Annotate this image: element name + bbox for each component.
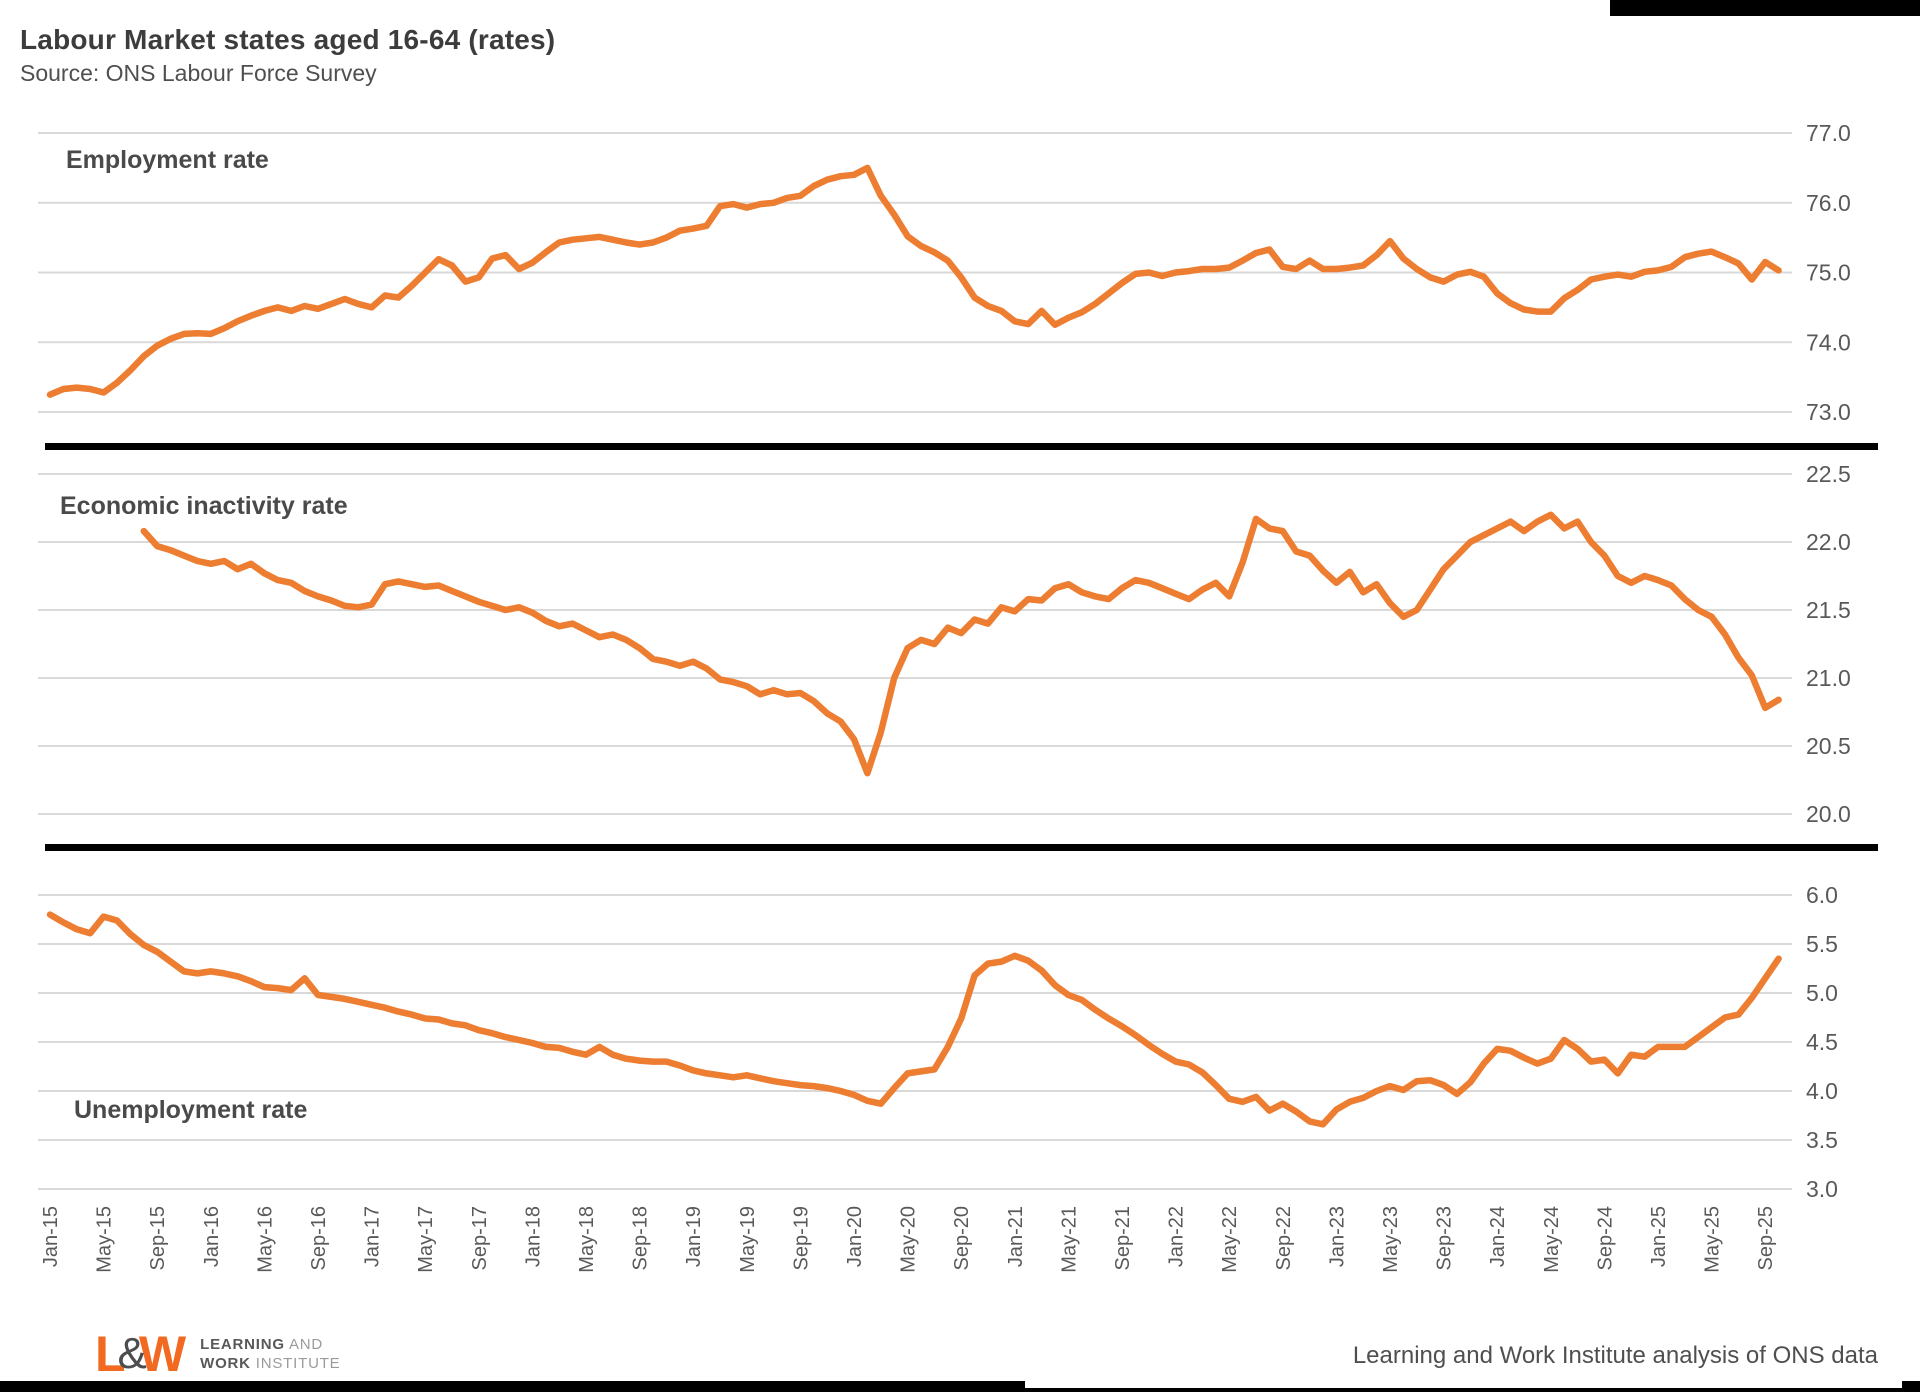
unemployment-rate-line (46, 911, 1782, 1128)
x-tick-label: May-18 (576, 1206, 598, 1273)
x-tick-label: May-21 (1058, 1206, 1080, 1273)
y-tick-label: 3.5 (1806, 1127, 1838, 1153)
x-tick-label: May-20 (898, 1206, 920, 1273)
y-tick-label: 22.0 (1806, 529, 1851, 555)
logo-word-learning: LEARNING (200, 1335, 285, 1353)
x-tick-label: Jan-15 (40, 1206, 62, 1267)
x-tick-label: Sep-21 (1112, 1206, 1134, 1271)
y-tick-label: 21.0 (1806, 665, 1851, 691)
analysis-credit-text: Learning and Work Institute analysis of … (1352, 1342, 1878, 1369)
x-tick-label: Jan-19 (683, 1206, 705, 1267)
panel-title-employment-rate: Employment rate (66, 146, 269, 174)
x-tick-label: Sep-19 (790, 1206, 812, 1271)
logo-letter-l: L (95, 1326, 126, 1382)
logo-wordmark: LEARNING AND WORK INSTITUTE (200, 1335, 340, 1374)
x-tick-label: Sep-16 (308, 1206, 330, 1271)
panel-title-unemployment-rate: Unemployment rate (74, 1096, 308, 1124)
x-tick-label: Jan-23 (1326, 1206, 1348, 1267)
y-tick-label: 3.0 (1806, 1176, 1838, 1202)
panel-unemployment-rate: 6.0 5.5 5.0 4.5 4.0 3.5 3.0 (38, 882, 1838, 1202)
x-tick-label: Sep-17 (469, 1206, 491, 1271)
y-tick-label: 5.0 (1806, 980, 1838, 1006)
y-tick-label: 74.0 (1806, 329, 1851, 355)
x-tick-label: May-23 (1380, 1206, 1402, 1273)
x-tick-label: Sep-15 (147, 1206, 169, 1271)
x-tick-label: Sep-18 (630, 1206, 652, 1271)
x-tick-label: Jan-25 (1648, 1206, 1670, 1267)
top-right-black-bar (1610, 0, 1920, 16)
logo-letter-w: W (138, 1326, 187, 1382)
x-tick-label: Jan-20 (844, 1206, 866, 1267)
x-tick-label: May-25 (1702, 1206, 1724, 1273)
x-tick-label: May-22 (1219, 1206, 1241, 1273)
logo-word-institute: INSTITUTE (250, 1355, 341, 1372)
bottom-black-line (1025, 1388, 1902, 1392)
x-tick-label: May-24 (1541, 1206, 1563, 1273)
y-tick-label: 22.5 (1806, 461, 1851, 487)
panel-employment-rate: 77.0 76.0 75.0 74.0 73.0 (38, 120, 1851, 425)
y-tick-label: 4.5 (1806, 1029, 1838, 1055)
x-tick-label: Sep-25 (1755, 1206, 1777, 1271)
bottom-black-bar (0, 1381, 1025, 1392)
bottom-right-black-mark (1902, 1381, 1920, 1392)
y-tick-label: 4.0 (1806, 1078, 1838, 1104)
x-tick-label: Sep-24 (1594, 1206, 1616, 1271)
page-title: Labour Market states aged 16-64 (rates) (20, 24, 556, 55)
x-tick-label: Jan-16 (201, 1206, 223, 1267)
lw-logo-icon: L & W (95, 1329, 186, 1379)
x-tick-label: May-19 (737, 1206, 759, 1273)
logo-word-and: AND (284, 1335, 324, 1353)
x-tick-label: Jan-24 (1487, 1206, 1509, 1267)
y-tick-label: 73.0 (1806, 399, 1851, 425)
x-tick-label: Jan-22 (1166, 1206, 1188, 1267)
learning-and-work-institute-logo: L & W LEARNING AND WORK INSTITUTE (95, 1329, 340, 1379)
panel-separator-2 (45, 844, 1878, 851)
logo-word-work: WORK (200, 1355, 251, 1372)
employment-rate-line (46, 164, 1782, 398)
y-tick-label: 20.0 (1806, 801, 1851, 827)
page-subtitle: Source: ONS Labour Force Survey (20, 60, 377, 86)
y-tick-label: 5.5 (1806, 931, 1838, 957)
x-tick-label: May-17 (415, 1206, 437, 1273)
x-tick-label: May-16 (254, 1206, 276, 1273)
panel-title-economic-inactivity-rate: Economic inactivity rate (60, 492, 348, 520)
panel-separator-1 (45, 443, 1878, 450)
x-tick-label: May-15 (94, 1206, 116, 1273)
y-tick-label: 20.5 (1806, 733, 1851, 759)
panel-economic-inactivity-rate: 22.5 22.0 21.5 21.0 20.5 20.0 (38, 461, 1851, 827)
x-tick-label: Jan-21 (1005, 1206, 1027, 1267)
x-tick-label: Sep-20 (951, 1206, 973, 1271)
logo-ampersand: & (117, 1329, 147, 1378)
y-tick-label: 75.0 (1806, 260, 1851, 286)
x-tick-label: Sep-23 (1434, 1206, 1456, 1271)
y-tick-label: 6.0 (1806, 882, 1838, 908)
x-tick-label: Jan-18 (522, 1206, 544, 1267)
y-tick-label: 76.0 (1806, 190, 1851, 216)
y-tick-label: 77.0 (1806, 120, 1851, 146)
x-tick-label: Jan-17 (362, 1206, 384, 1267)
economic-inactivity-rate-line (140, 511, 1782, 777)
x-tick-label: Sep-22 (1273, 1206, 1295, 1271)
y-tick-label: 21.5 (1806, 597, 1851, 623)
